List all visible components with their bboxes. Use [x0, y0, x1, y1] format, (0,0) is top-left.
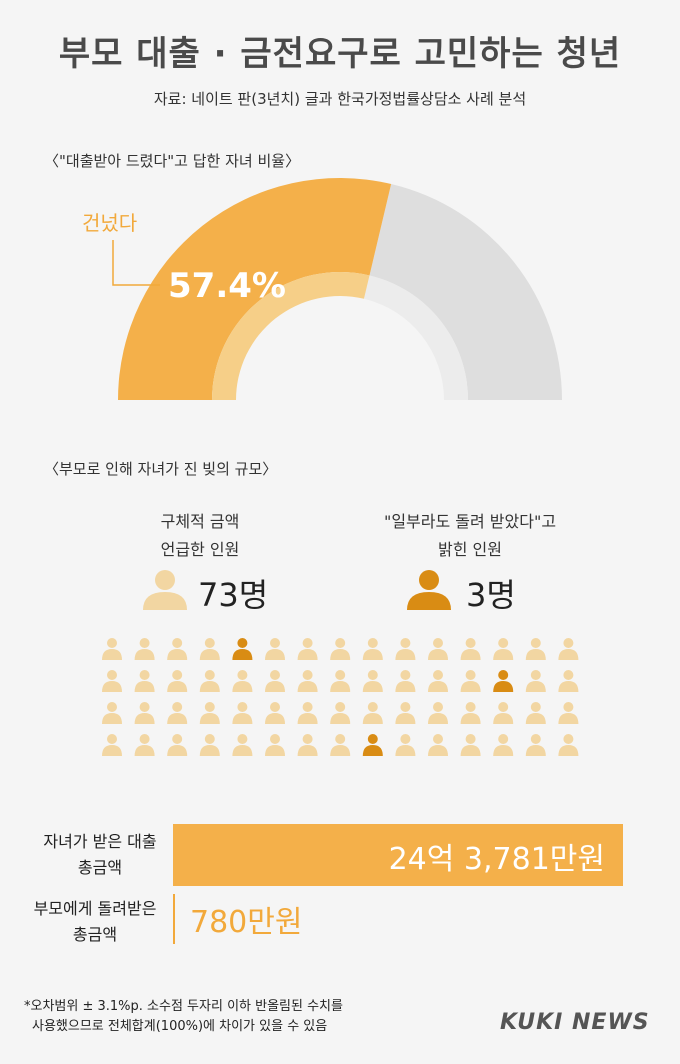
donut-rest-segment [369, 183, 562, 400]
right-label-line1: "일부라도 돌려 받았다"고 [383, 512, 557, 531]
person-icon [460, 638, 481, 660]
person-icon [199, 670, 220, 692]
person-icon [134, 734, 155, 756]
person-icon [525, 670, 546, 692]
received-amount-value: 24억 3,781만원 [388, 842, 605, 877]
person-icon [265, 702, 285, 724]
donut-leader-line [112, 240, 160, 286]
received-label-line1: 자녀가 받은 대출 [43, 832, 157, 851]
person-icon [428, 702, 448, 724]
right-label-line2: 밝힌 인원 [438, 540, 502, 559]
person-icon [395, 734, 416, 756]
person-icon [330, 638, 351, 660]
person-icon [167, 734, 188, 756]
person-icon [558, 734, 579, 756]
person-icon [232, 734, 253, 756]
person-icon [525, 734, 546, 756]
person-icon [265, 734, 285, 756]
person-icon [265, 670, 285, 692]
person-icon [493, 638, 514, 660]
person-icon [167, 638, 188, 660]
section-title-debt: 〈부모로 인해 자녀가 진 빚의 규모〉 [44, 460, 278, 478]
footnote: *오차범위 ± 3.1%p. 소수점 두자리 이하 반올림된 수치를 사용했으므… [24, 997, 343, 1037]
person-icon [395, 670, 416, 692]
left-label-line1: 구체적 금액 [160, 512, 240, 531]
returned-label: 부모에게 돌려받은 총금액 [20, 896, 170, 948]
person-icon [460, 702, 481, 724]
person-icon [558, 670, 579, 692]
section-title-ratio: 〈"대출받아 드렸다"고 답한 자녀 비율〉 [44, 152, 301, 170]
person-icon [102, 734, 122, 756]
returned-person-icon [362, 734, 383, 756]
dark-person-icon [407, 570, 451, 610]
person-icon [232, 702, 253, 724]
person-icon [428, 734, 448, 756]
person-icon [493, 702, 514, 724]
received-label-line2: 총금액 [77, 858, 123, 877]
donut-inner-main [212, 272, 370, 400]
person-icon [362, 702, 383, 724]
person-icon [297, 670, 318, 692]
people-grid [102, 638, 579, 756]
donut-chart [112, 178, 562, 400]
person-icon [428, 638, 448, 660]
page-title: 부모 대출 · 금전요구로 고민하는 청년 [58, 34, 622, 74]
donut-value-label: 57.4% [168, 266, 286, 306]
person-icon [395, 702, 416, 724]
person-icon [265, 638, 285, 660]
footnote-line2: 사용했으므로 전체합계(100%)에 차이가 있을 수 있음 [32, 1019, 328, 1034]
returned-person-icon [232, 638, 253, 660]
received-amount-bar: 24억 3,781만원 [173, 824, 623, 886]
donut-main-segment [118, 178, 392, 400]
person-icon [134, 638, 155, 660]
person-icon [167, 702, 188, 724]
person-icon [134, 702, 155, 724]
received-label: 자녀가 받은 대출 총금액 [30, 829, 170, 881]
returned-amount-value: 780만원 [190, 905, 303, 940]
person-icon [232, 670, 253, 692]
returned-label-line1: 부모에게 돌려받은 [33, 899, 157, 918]
person-icon [525, 638, 546, 660]
person-icon [199, 702, 220, 724]
person-icon [493, 734, 514, 756]
person-icon [460, 670, 481, 692]
returned-amount-bar [173, 894, 175, 944]
person-icon [199, 638, 220, 660]
left-count: 73명 [198, 576, 269, 614]
person-icon [330, 702, 351, 724]
person-icon [460, 734, 481, 756]
person-icon [102, 638, 122, 660]
donut-category-label: 건넜다 [82, 211, 138, 235]
source-caption: 자료: 네이트 판(3년치) 글과 한국가정법률상담소 사례 분석 [153, 90, 527, 108]
brand-logo: KUKI NEWS [500, 1010, 650, 1035]
right-count: 3명 [466, 576, 516, 614]
person-icon [558, 638, 579, 660]
person-icon [134, 670, 155, 692]
person-icon [297, 702, 318, 724]
person-icon [199, 734, 220, 756]
right-column-label: "일부라도 돌려 받았다"고 밝힌 인원 [340, 508, 600, 564]
light-person-icon [143, 570, 187, 610]
footnote-line1: *오차범위 ± 3.1%p. 소수점 두자리 이하 반올림된 수치를 [24, 999, 343, 1014]
donut-inner-rest [363, 275, 468, 400]
left-label-line2: 언급한 인원 [160, 540, 240, 559]
person-icon [362, 670, 383, 692]
person-icon [102, 670, 122, 692]
person-icon [395, 638, 416, 660]
person-icon [102, 702, 122, 724]
person-icon [558, 702, 579, 724]
person-icon [330, 734, 351, 756]
person-icon [167, 670, 188, 692]
person-icon [525, 702, 546, 724]
left-column-label: 구체적 금액 언급한 인원 [130, 508, 270, 564]
person-icon [428, 670, 448, 692]
person-icon [362, 638, 383, 660]
person-icon [297, 638, 318, 660]
returned-label-line2: 총금액 [72, 925, 118, 944]
person-icon [330, 670, 351, 692]
returned-person-icon [493, 670, 514, 692]
person-icon [297, 734, 318, 756]
